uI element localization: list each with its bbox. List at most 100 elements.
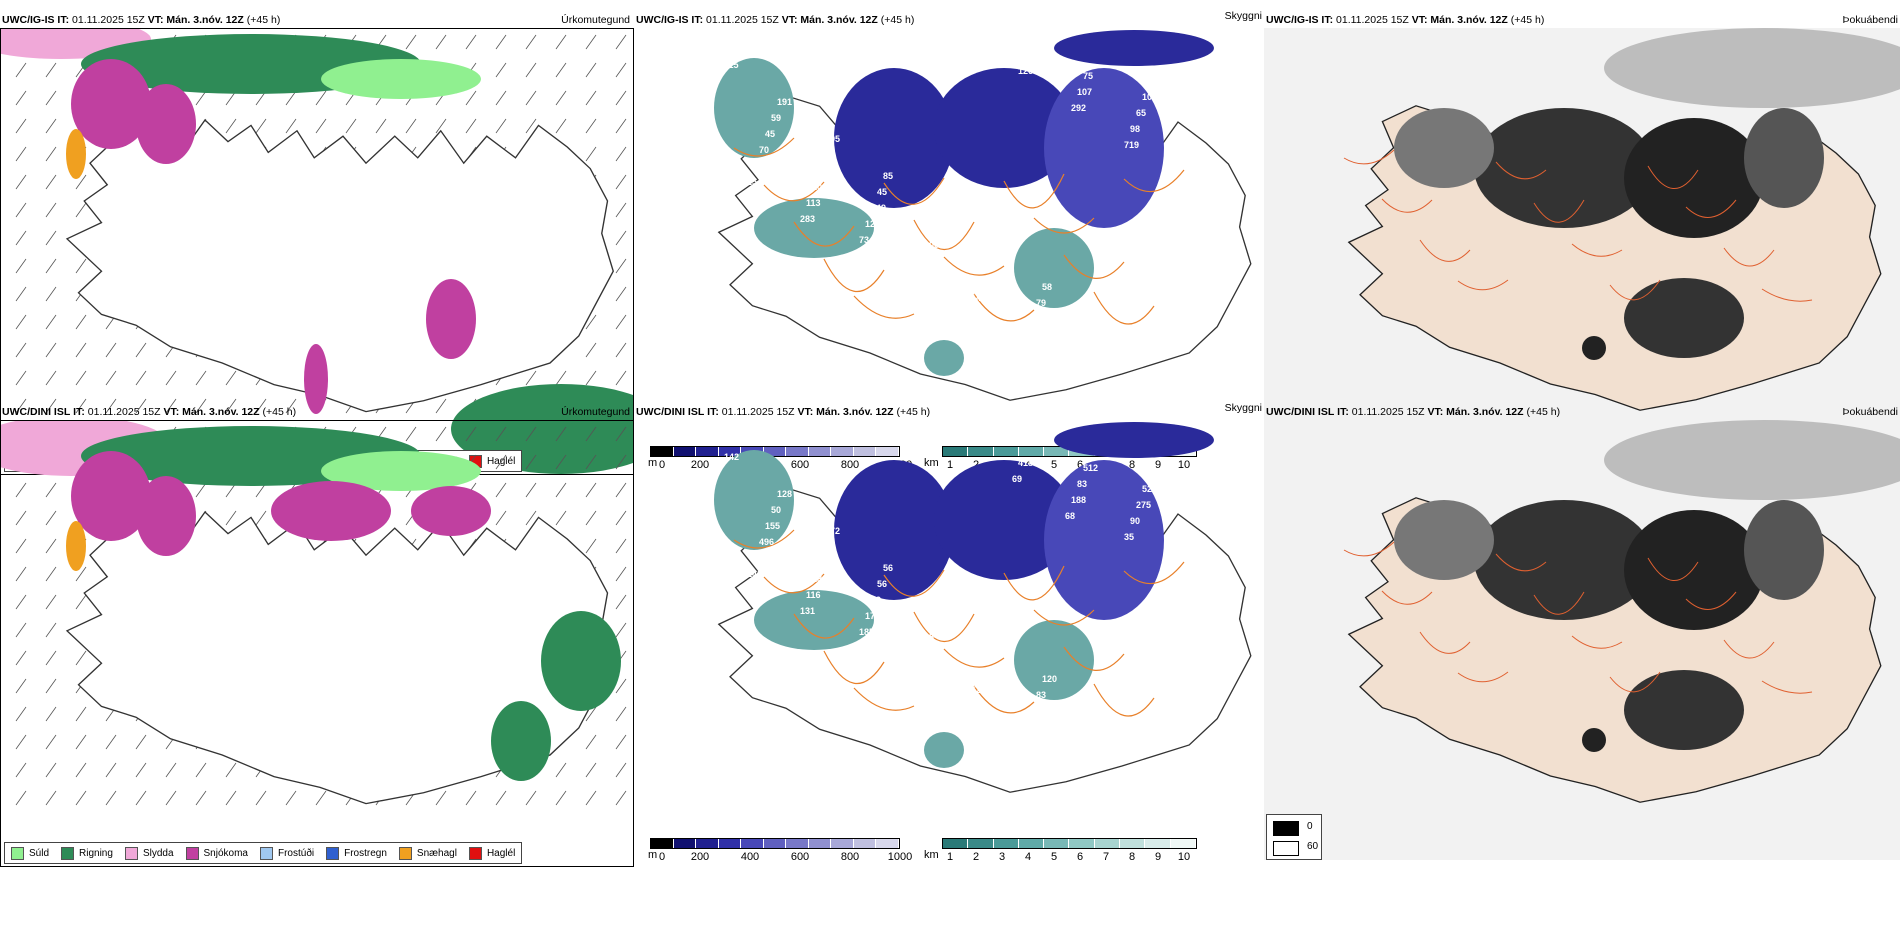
visibility-area	[1014, 228, 1094, 308]
ceiling-label: 140	[971, 293, 986, 303]
legend-dark-label: 0	[1307, 821, 1313, 832]
ceiling-label: 124	[865, 219, 880, 229]
model-row-2: UWC/DINI ISL IT: 01.11.2025 15Z VT: Mán.…	[0, 400, 1900, 870]
panel-name: Skyggni	[1224, 402, 1262, 414]
colorbar-segment	[763, 839, 787, 848]
ceiling-label: 349	[871, 203, 886, 213]
fog-low-area	[1474, 108, 1654, 228]
fog-area	[1744, 500, 1824, 600]
it-label: IT:	[1337, 406, 1349, 418]
init-time: 01.11.2025 15Z	[87, 406, 161, 418]
legend-swatch	[326, 846, 340, 860]
ceiling-label: 59	[853, 251, 863, 261]
precip-legend: Súld Rigning Slydda Snjókoma Frostúði Frostre…	[4, 842, 523, 864]
ceiling-label: 35	[1124, 532, 1134, 542]
fog-panel: UWC/IG-IS IT: 01.11.2025 15Z VT: Mán. 3.…	[1264, 8, 1900, 478]
init-time: 01.11.2025 15Z	[706, 14, 779, 26]
low-ceiling-area	[1054, 422, 1214, 458]
colorbar-tick: 4	[1024, 851, 1032, 863]
lead-time: (+45 h)	[262, 406, 297, 418]
ceiling-label: 50	[771, 505, 781, 515]
ceiling-label: 128	[777, 489, 792, 499]
colorbar-segment	[943, 839, 969, 848]
ceiling-label: 116	[806, 590, 821, 600]
vt-label: VT:	[797, 406, 814, 418]
vt-label: VT:	[163, 406, 180, 418]
fog-low-area	[1582, 336, 1606, 360]
ceiling-label: 53	[824, 542, 834, 552]
ceiling-label: 116	[936, 208, 951, 218]
it-label: IT:	[691, 14, 704, 26]
colorbar-tick: 200	[690, 459, 710, 471]
colorbar-tick: 10	[1177, 459, 1191, 471]
legend-swatch	[259, 846, 273, 860]
panel-name: Úrkomutegund	[561, 406, 630, 418]
visibility-map: 115 191 95 85 116 66 58 43 43 59 49 45 89 58 79 156 102 4…	[714, 30, 1252, 401]
ceiling-label: 72	[830, 526, 840, 536]
init-time: 01.11.2025 15Z	[1351, 406, 1425, 418]
fog-area	[1744, 108, 1824, 208]
it-label: IT:	[707, 406, 719, 418]
ceiling-label: 73	[859, 235, 869, 245]
fog-low-area	[1624, 510, 1764, 630]
ceiling-label: 45	[765, 129, 775, 139]
colorbar-segment	[651, 447, 674, 456]
ceiling-label: 492	[818, 558, 833, 568]
map-frame	[0, 420, 634, 867]
ceiling-label: 118	[965, 309, 980, 319]
legend-swatch	[185, 846, 199, 860]
visibility-colorbar: 1 2 3 4 5 6 7 8 9 10 km	[924, 838, 1197, 868]
init-time: 01.11.2025 15Z	[72, 14, 145, 26]
legend-label: Súld	[29, 847, 50, 859]
panel-name: Skyggni	[1224, 10, 1262, 22]
ceiling-label: 57	[1148, 468, 1158, 478]
visibility-area	[1014, 620, 1094, 700]
colorbar-ticks: 1 2 3 4 5 6 7 8 9 10	[942, 851, 1197, 865]
ceiling-label: 418	[1018, 458, 1033, 468]
panel-title: UWC/IG-IS IT: 01.11.2025 15Z VT: Mán. 3.…	[2, 14, 280, 26]
colorbar-tick: 0	[658, 459, 666, 471]
colorbar-segment	[763, 447, 787, 456]
colorbar-segment	[993, 839, 1019, 848]
ceiling-label: 180	[812, 574, 827, 584]
model-name: UWC/IG-IS	[636, 14, 689, 26]
ceiling-label: 125	[918, 648, 933, 658]
fog-low-area	[1582, 728, 1606, 752]
valid-time: Mán. 3.nóv. 12Z	[166, 14, 244, 26]
ceiling-label: 85	[883, 171, 893, 181]
colorbar-tick: 9	[1154, 459, 1162, 471]
legend-item: Snæhagl	[398, 846, 457, 860]
legend-swatch	[11, 846, 24, 860]
vt-label: VT:	[781, 14, 798, 26]
colorbar-tick: 1	[946, 851, 954, 863]
ceiling-label: 156	[1089, 335, 1104, 345]
legend-swatch	[124, 846, 138, 860]
valid-time: Mán. 3.nóv. 12Z	[800, 14, 878, 26]
colorbar-segment	[718, 447, 742, 456]
legend-label: Slydda	[142, 847, 174, 859]
legend-label: Snæhagl	[416, 847, 457, 859]
ceiling-label: 122	[959, 717, 974, 727]
colorbar-tick: 400	[740, 851, 760, 863]
panel-title: UWC/DINI ISL IT: 01.11.2025 15Z VT: Mán.…	[2, 406, 296, 418]
ceiling-label: 188	[1071, 495, 1086, 505]
colorbar-segment	[1044, 447, 1070, 456]
panel-title: UWC/DINI ISL IT: 01.11.2025 15Z VT: Mán.…	[1266, 406, 1560, 418]
colorbar-segment	[876, 447, 900, 456]
ceiling-label: 149	[1030, 706, 1045, 716]
colorbar-segment	[651, 839, 674, 848]
colorbar-tick: 2	[972, 851, 980, 863]
ceiling-label: 52	[906, 680, 916, 690]
fog-panel: UWC/DINI ISL IT: 01.11.2025 15Z VT: Mán.…	[1264, 400, 1900, 870]
colorbar-segment	[1094, 839, 1121, 848]
colorbar-segment	[1044, 839, 1070, 848]
low-ceiling-area	[1044, 68, 1164, 228]
model-name: UWC/DINI ISL	[636, 406, 705, 418]
height-colorbar: 0 200 400 600 800 1000 m	[648, 838, 912, 868]
rain-area	[491, 701, 551, 781]
visibility-panel: UWC/IG-IS IT: 01.11.2025 15Z VT: Mán. 3.…	[634, 8, 1264, 478]
colorbar-tick: 3	[998, 851, 1006, 863]
colorbar-tick: 800	[840, 459, 860, 471]
ceiling-label: 175	[865, 611, 880, 621]
ceiling-label: 108	[812, 182, 827, 192]
